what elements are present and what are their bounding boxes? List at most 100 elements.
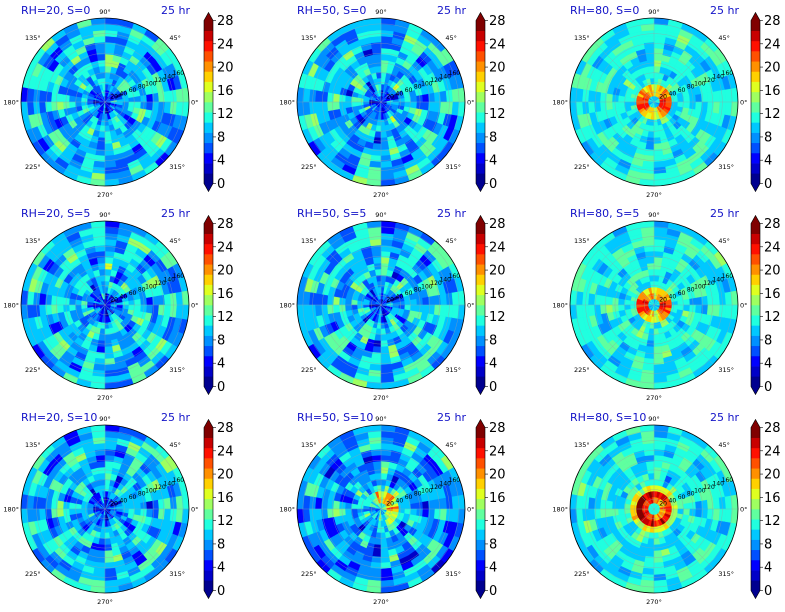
heatmap-cell <box>380 53 390 61</box>
colorbar-segment <box>204 335 213 347</box>
heatmap-cell <box>653 143 663 151</box>
heatmap-cell <box>56 304 64 314</box>
heatmap-cell <box>332 93 340 103</box>
colorbar-segment <box>204 30 213 42</box>
colorbar-segment <box>476 468 485 479</box>
heatmap-cell <box>134 508 142 516</box>
colorbar-segment <box>204 519 213 530</box>
heatmap-cell <box>410 101 418 109</box>
colorbar-tick-label: 4 <box>489 357 497 372</box>
colorbar-segment <box>476 152 485 164</box>
colorbar-segment <box>476 549 485 561</box>
radial-tick-label: 60 <box>678 87 686 94</box>
heatmap-cell <box>653 244 665 253</box>
colorbar-segment <box>751 142 760 154</box>
heatmap-cell <box>653 472 661 480</box>
heatmap-cell <box>380 41 392 50</box>
heatmap-cell <box>98 538 106 546</box>
polar-grid <box>570 18 738 186</box>
panel-title: RH=50, S=0 <box>297 4 366 17</box>
colorbar-segment <box>751 509 760 520</box>
colorbar-tick-label: 8 <box>217 537 225 552</box>
colorbar-segment <box>751 427 760 438</box>
colorbar-segment <box>751 51 760 62</box>
radial-tick-label: 140 <box>164 277 176 284</box>
heatmap-cell <box>706 508 715 520</box>
colorbar-segment <box>476 243 485 255</box>
colorbar-segment <box>751 163 760 174</box>
colorbar-segment <box>204 509 213 520</box>
colorbar-segment <box>204 478 213 489</box>
colorbar-tick-label: 20 <box>489 264 506 279</box>
heatmap-cell <box>695 93 703 103</box>
heatmap-cell <box>653 256 663 264</box>
radial-tick-label: 160 <box>173 477 185 484</box>
angle-tick-label: 135° <box>25 237 41 245</box>
polar-frame <box>569 17 739 187</box>
heatmap-cell <box>181 101 189 117</box>
heatmap-cell <box>96 460 106 468</box>
heatmap-cell <box>433 304 442 316</box>
heatmap-cell <box>605 500 613 510</box>
heatmap-cell <box>422 500 430 510</box>
radial-tick-label: 140 <box>713 277 725 284</box>
heatmap-cell <box>320 294 329 306</box>
heatmap-cell <box>44 508 53 520</box>
colorbar-segment <box>751 243 760 255</box>
angle-tick-label: 180° <box>552 99 568 107</box>
heatmap-cell <box>94 357 106 366</box>
heatmap-cell <box>104 346 114 354</box>
radial-tick-label: 80 <box>414 491 422 498</box>
heatmap-cell <box>695 304 703 314</box>
colorbar-segment <box>476 61 485 72</box>
colorbar-tick-label: 0 <box>764 380 772 395</box>
colorbar-segment <box>751 437 760 449</box>
colorbar-segment <box>476 519 485 530</box>
colorbar-segment <box>204 163 213 174</box>
colorbar-segment <box>476 81 485 93</box>
colorbar-segment <box>204 427 213 438</box>
colorbar-segment <box>204 468 213 479</box>
colorbar-segment <box>204 61 213 72</box>
angle-tick-label: 270° <box>373 598 389 606</box>
colorbar-segment <box>204 81 213 93</box>
heatmap-cell <box>98 334 106 342</box>
angle-tick-label: 135° <box>301 237 317 245</box>
heatmap-cell <box>653 53 663 61</box>
angle-tick-label: 0° <box>740 302 747 310</box>
radial-tick-label: 80 <box>138 84 146 91</box>
heatmap-cell <box>94 244 106 253</box>
radial-tick-label: 40 <box>396 90 404 97</box>
heatmap-cell <box>372 143 382 151</box>
heatmap-cell <box>104 357 116 366</box>
colorbar-segment <box>204 91 213 103</box>
heatmap-cell <box>380 346 390 354</box>
colorbar-segment <box>476 376 485 387</box>
colorbar-tick-label: 8 <box>764 537 772 552</box>
colorbar-extend-max <box>204 215 213 224</box>
colorbar-segment <box>476 102 485 113</box>
colorbar-segment <box>204 366 213 377</box>
heatmap-cell <box>104 53 114 61</box>
angle-tick-label: 0° <box>191 302 198 310</box>
radial-tick-label: 40 <box>669 497 677 504</box>
colorbar-segment <box>204 51 213 62</box>
colorbar-extend-min <box>204 590 213 599</box>
heatmap-cell <box>605 508 613 518</box>
angle-tick-label: 180° <box>279 506 295 514</box>
heatmap-cell <box>104 550 114 558</box>
heatmap-cell <box>104 268 112 276</box>
heatmap-cell <box>21 290 29 306</box>
colorbar-segment <box>751 498 760 510</box>
colorbar-extend-max <box>476 215 485 224</box>
colorbar-segment <box>204 376 213 387</box>
colorbar-segment <box>751 61 760 72</box>
heatmap-cell <box>56 93 64 103</box>
angle-tick-label: 0° <box>467 506 474 514</box>
heatmap-cell <box>157 304 166 316</box>
colorbar-tick-label: 0 <box>217 584 225 599</box>
heatmap-cell <box>645 256 655 264</box>
